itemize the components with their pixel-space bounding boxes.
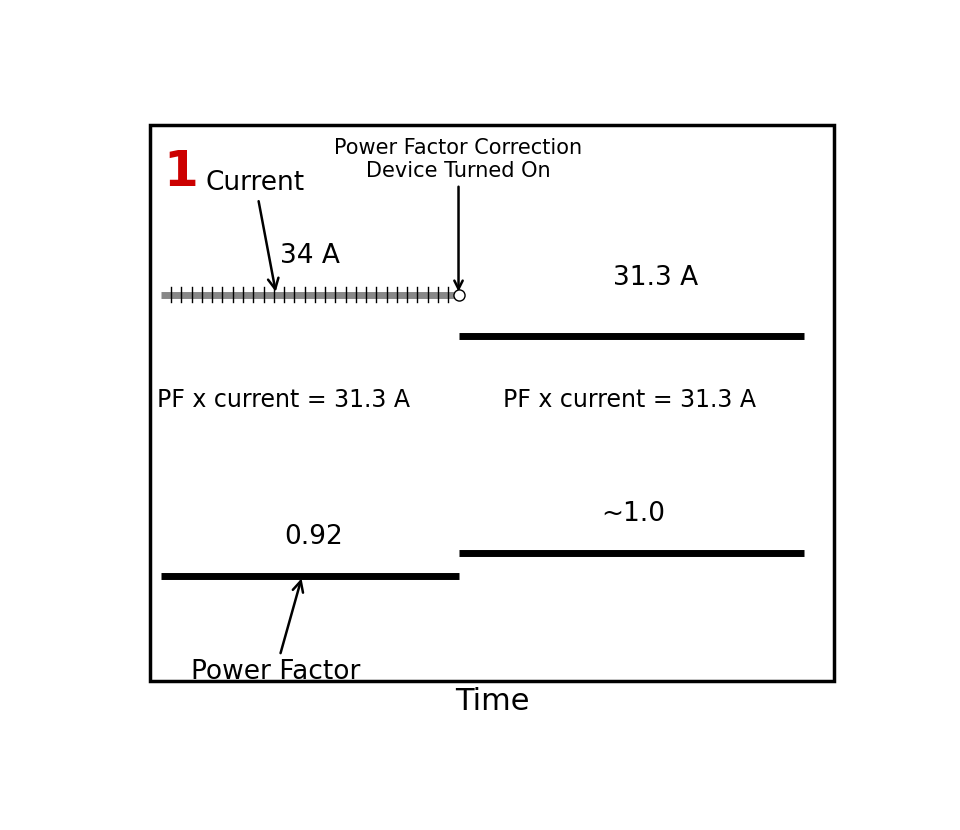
Bar [150,125,834,681]
Text: 34 A: 34 A [279,243,340,269]
Text: 31.3 A: 31.3 A [613,266,698,291]
Text: Time: Time [455,687,529,716]
Text: 0.92: 0.92 [284,524,343,549]
Text: Power Factor: Power Factor [191,581,360,685]
Text: 1: 1 [163,148,198,196]
Text: Current: Current [205,169,304,289]
Text: PF x current = 31.3 A: PF x current = 31.3 A [157,388,410,412]
Text: ~1.0: ~1.0 [601,500,665,526]
Text: Power Factor Correction
Device Turned On: Power Factor Correction Device Turned On [334,138,583,289]
Text: PF x current = 31.3 A: PF x current = 31.3 A [503,388,756,412]
